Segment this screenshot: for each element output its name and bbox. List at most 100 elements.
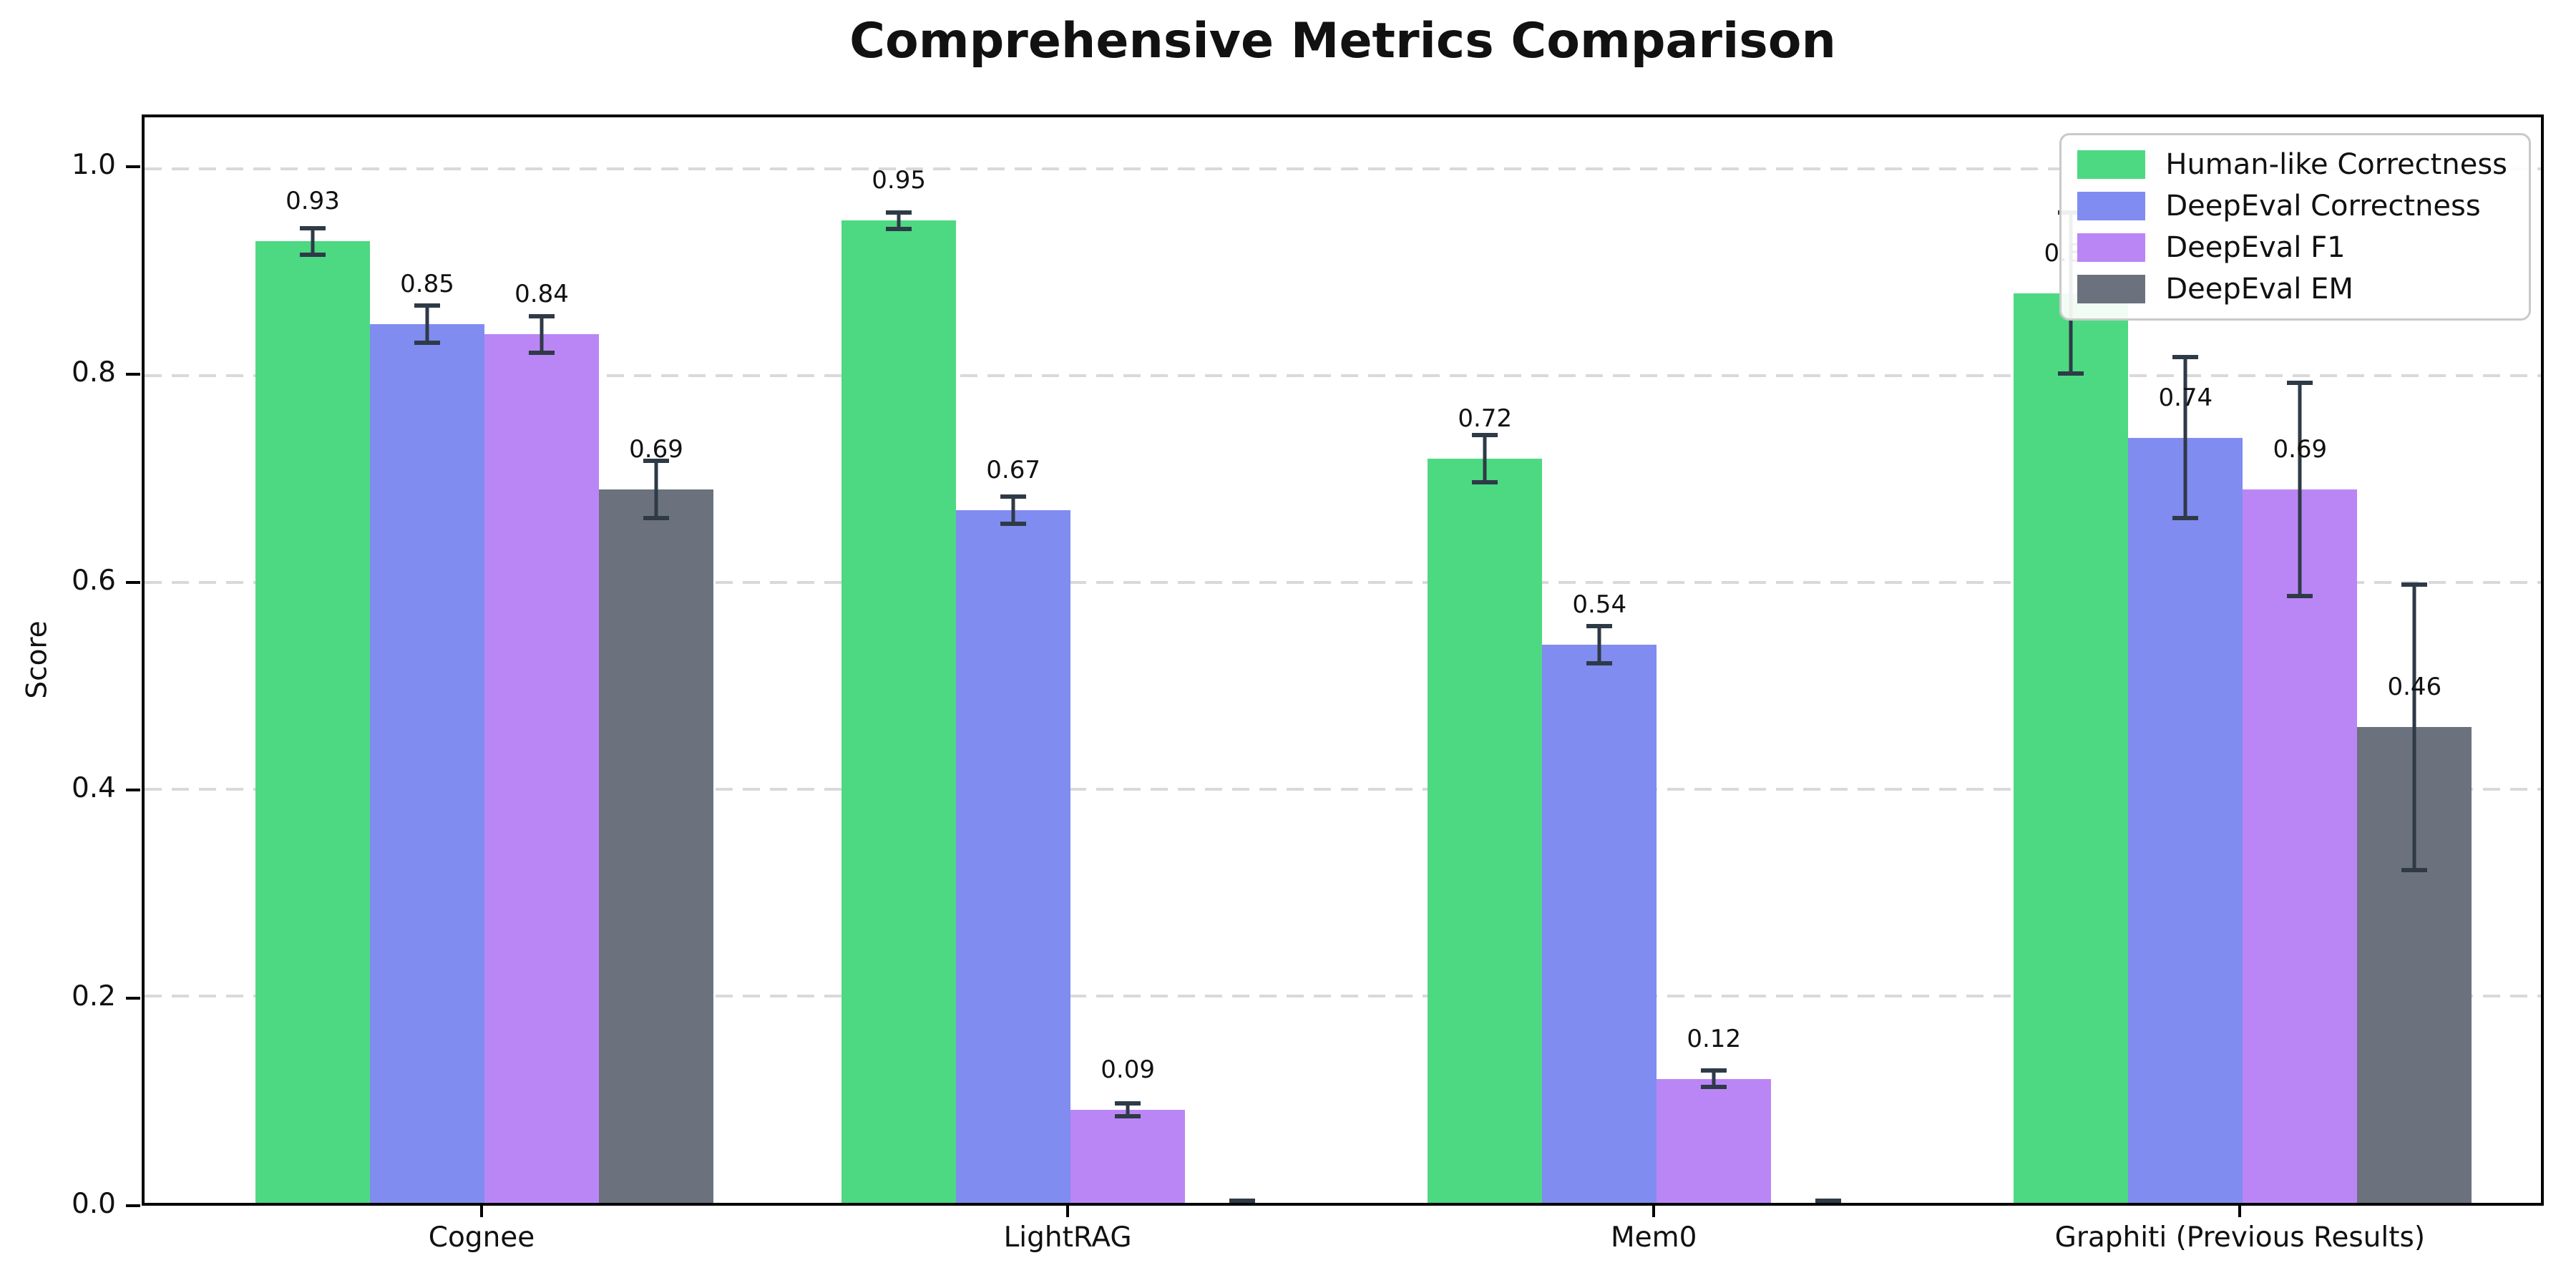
error-bar-cap (1115, 1101, 1141, 1106)
y-tick-label: 1.0 (71, 148, 116, 181)
x-tick (2238, 1206, 2242, 1217)
plot-area: Human-like Correctness DeepEval Correctne… (142, 114, 2544, 1206)
y-tick-label: 0.0 (71, 1188, 116, 1220)
error-bar-cap (2401, 582, 2428, 587)
error-bar-line (2183, 355, 2187, 521)
error-bar-cap (529, 351, 555, 356)
error-bar-line (654, 458, 658, 521)
bar-group: 0.72 0.54 0.12 (1428, 117, 1885, 1204)
bar-value-label: 0.74 (2158, 383, 2213, 412)
bar-value-label: 0.12 (1687, 1024, 1742, 1053)
y-tick-label: 0.2 (71, 980, 116, 1013)
bar-slot: 0.95 (841, 117, 957, 1203)
error-bar-cap (643, 516, 669, 521)
gridline (145, 995, 2541, 998)
bar-slot: 0.12 (1657, 117, 1772, 1203)
error-bar (1000, 494, 1027, 526)
gridline (145, 581, 2541, 585)
bar-value-label: 0.54 (1572, 590, 1627, 619)
bar-group: 0.880.740.690.46 (2014, 117, 2472, 1203)
error-bar (414, 303, 440, 345)
error-bar-cap (529, 313, 555, 318)
y-tick (126, 789, 140, 792)
bar-slot: 0.67 (956, 117, 1071, 1203)
error-bar-line (311, 225, 315, 258)
legend-label: DeepEval EM (2165, 273, 2353, 306)
bar (841, 220, 957, 1203)
error-bar-cap (1000, 494, 1027, 499)
bar (2128, 437, 2243, 1203)
legend-item: DeepEval Correctness (2077, 190, 2507, 223)
bar-slot: 0.72 (1428, 117, 1543, 1203)
bar-value-label: 0.09 (1101, 1055, 1155, 1084)
error-bar-line (1011, 494, 1015, 526)
x-tick-label: Graphiti (Previous Results) (2054, 1221, 2426, 1254)
chart-title: Comprehensive Metrics Comparison (849, 13, 1836, 69)
error-bar (1229, 1199, 1256, 1204)
bar (1542, 644, 1657, 1203)
error-bar (2287, 381, 2313, 598)
bar-value-label: 0.84 (514, 280, 569, 309)
legend-item: DeepEval F1 (2077, 231, 2507, 264)
error-bar (643, 458, 669, 521)
y-tick (126, 165, 140, 168)
x-tick (1652, 1206, 1656, 1217)
legend-item: DeepEval EM (2077, 273, 2507, 306)
y-axis-label: Score (21, 620, 54, 699)
error-bar-cap (1701, 1068, 1727, 1073)
error-bar-cap (2172, 516, 2199, 521)
bar (599, 489, 713, 1203)
bar-group: 0.93 0.85 0.84 0.69 (255, 117, 713, 1203)
legend-label: DeepEval F1 (2165, 231, 2346, 264)
bar-value-label: 0.95 (872, 166, 926, 195)
error-bar-cap (1586, 660, 1613, 665)
error-bar (1115, 1101, 1141, 1118)
legend-swatch (2077, 275, 2146, 303)
error-bar (886, 210, 912, 231)
error-bar-cap (2401, 867, 2428, 872)
error-bar-cap (1472, 479, 1498, 484)
error-bar (2401, 582, 2428, 872)
error-bar-cap (886, 226, 912, 231)
bar-slot: 0.46 (2357, 117, 2472, 1203)
bar (1428, 458, 1543, 1203)
error-bar-cap (2058, 371, 2084, 376)
error-bar-cap (1701, 1085, 1727, 1090)
error-bar-line (1483, 432, 1487, 484)
error-bar-cap (1815, 1199, 1842, 1204)
bar-slot: 0.74 (2128, 117, 2243, 1203)
bar-slot: 0.69 (2243, 117, 2358, 1203)
error-bar-line (1597, 623, 1601, 665)
bar-value-label: 0.67 (986, 456, 1040, 485)
error-bar (300, 225, 326, 258)
error-bar-cap (414, 340, 440, 345)
legend-swatch (2077, 233, 2146, 262)
legend: Human-like Correctness DeepEval Correctne… (2059, 133, 2531, 321)
error-bar-line (425, 303, 429, 345)
bar-slot: 0.54 (1542, 117, 1657, 1203)
error-bar-cap (414, 303, 440, 308)
y-tick (126, 580, 140, 584)
error-bar-cap (2287, 381, 2313, 386)
bar-slot (1185, 117, 1299, 1204)
y-tick (126, 373, 140, 376)
error-bar (1815, 1199, 1842, 1204)
error-bar (529, 313, 555, 356)
bar-slot (1771, 117, 1885, 1204)
legend-swatch (2077, 192, 2146, 220)
y-tick-label: 0.8 (71, 356, 116, 389)
error-bar-cap (300, 225, 326, 230)
bar (1070, 1109, 1186, 1203)
bar-value-label: 0.72 (1458, 404, 1513, 433)
bar (255, 241, 370, 1203)
x-tick-label: Cognee (428, 1221, 535, 1254)
error-bar-line (2298, 381, 2302, 598)
error-bar-cap (886, 210, 912, 215)
error-bar-line (1712, 1068, 1716, 1090)
error-bar (1586, 623, 1613, 665)
bar-slot: 0.84 (484, 117, 599, 1203)
bar-value-label: 0.69 (629, 435, 683, 464)
error-bar (2172, 355, 2199, 521)
y-tick-label: 0.4 (71, 772, 116, 805)
legend-swatch (2077, 150, 2146, 179)
